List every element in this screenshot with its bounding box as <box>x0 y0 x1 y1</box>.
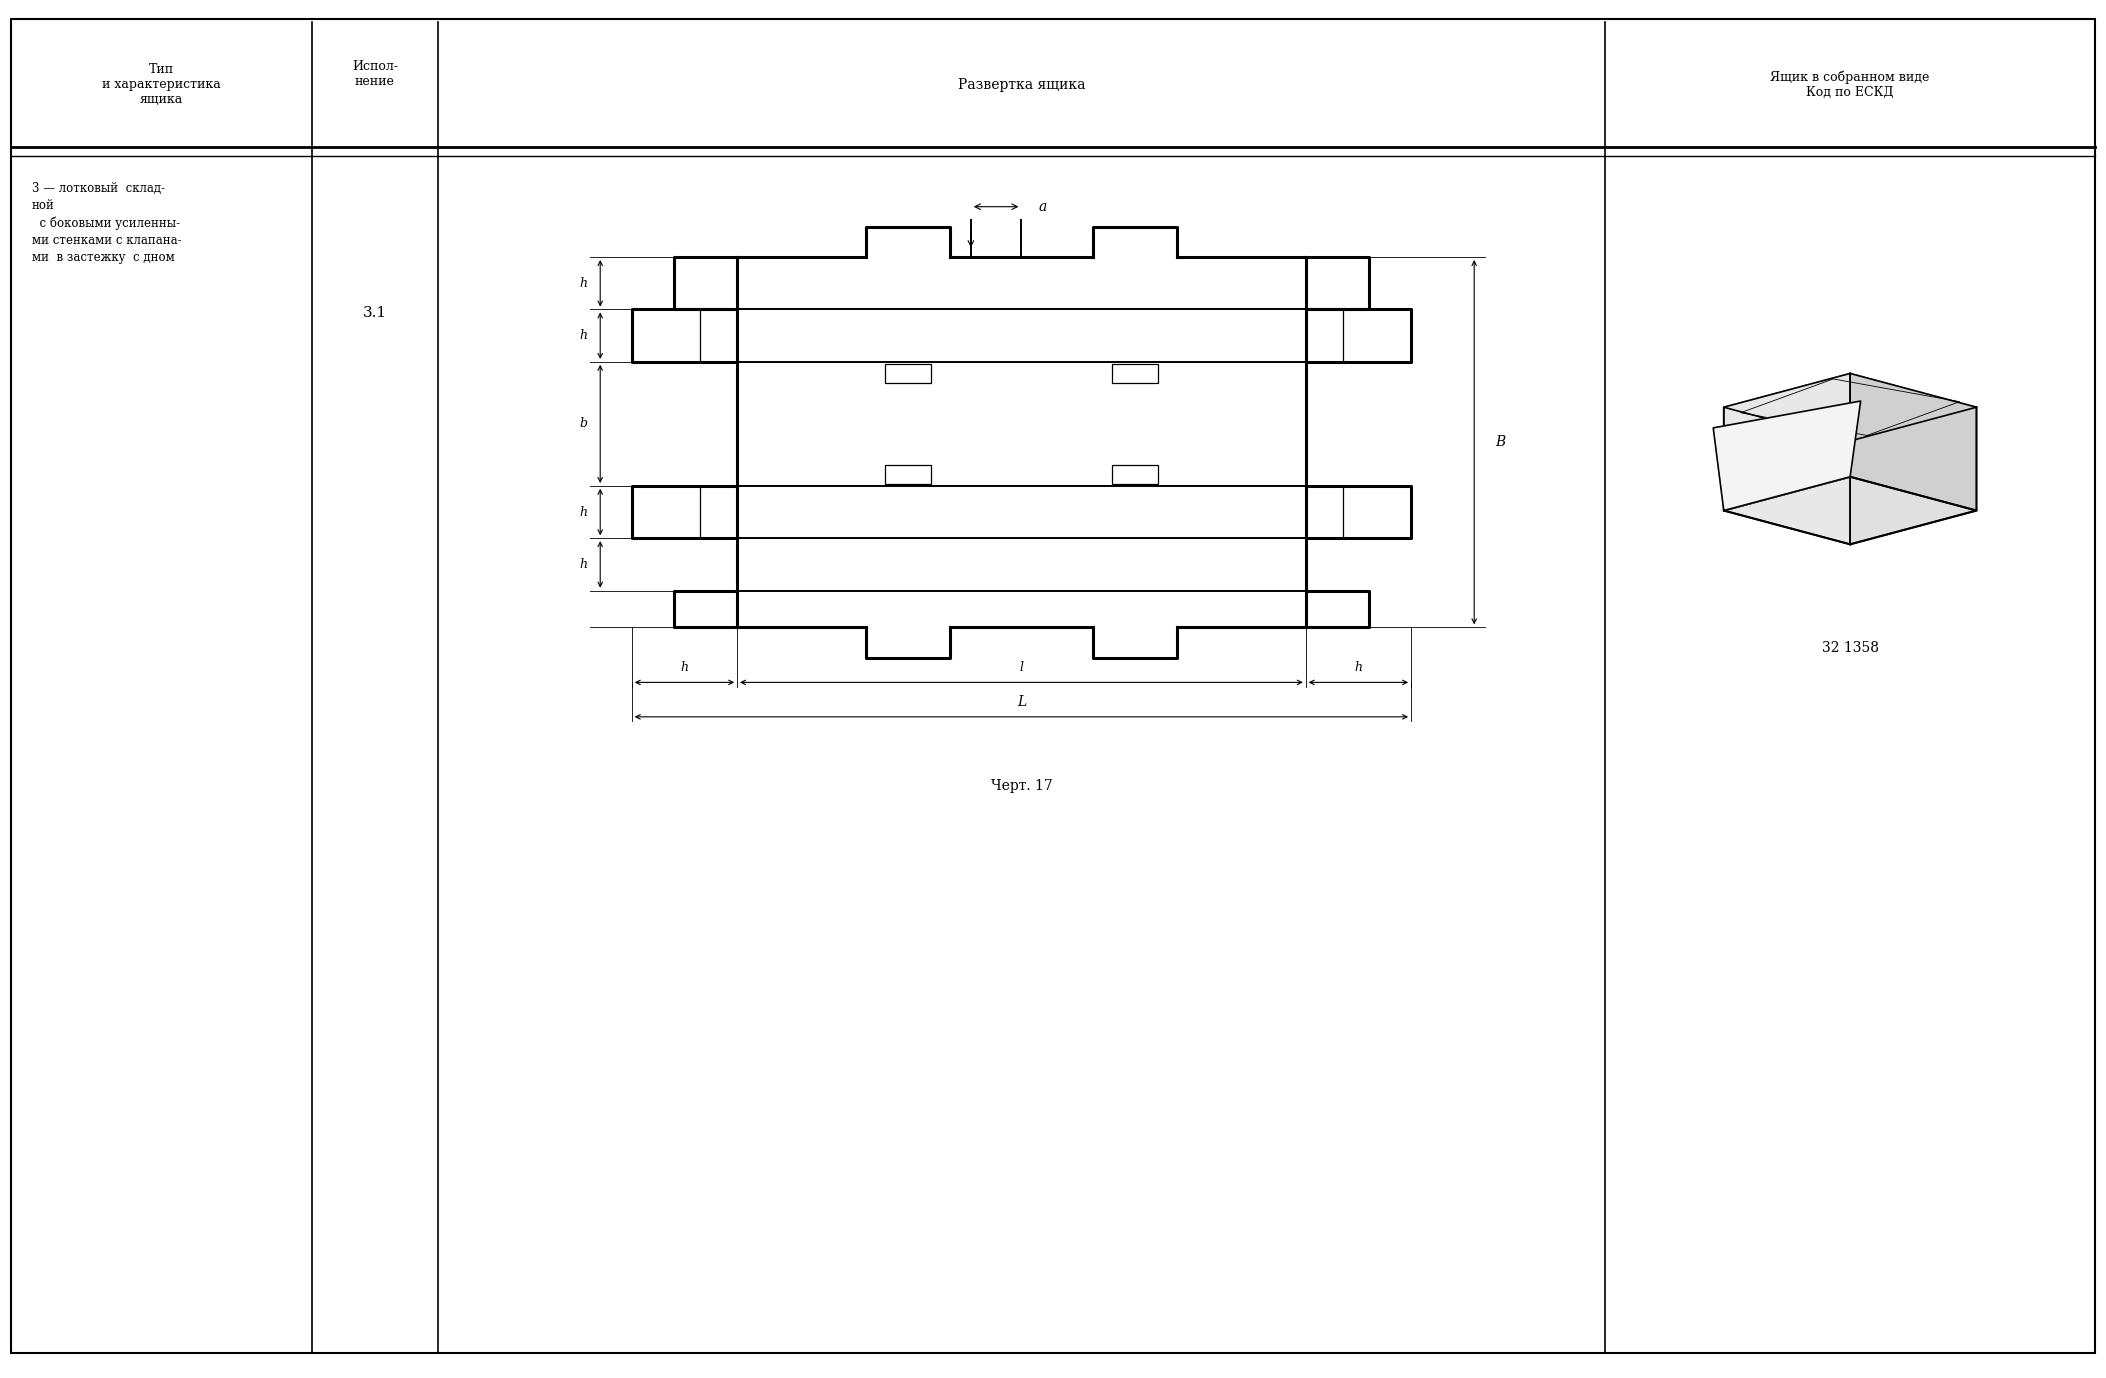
Text: Испол-
нение: Испол- нение <box>352 59 398 88</box>
Text: h: h <box>579 329 588 342</box>
Bar <box>1112 464 1158 484</box>
Text: Ящик в собранном виде
Код по ЕСКД: Ящик в собранном виде Код по ЕСКД <box>1771 70 1929 99</box>
Bar <box>1112 364 1158 383</box>
Text: b: b <box>579 418 588 430</box>
Polygon shape <box>1723 373 1975 441</box>
Polygon shape <box>1849 408 1975 544</box>
Bar <box>885 364 931 383</box>
Polygon shape <box>1712 401 1862 511</box>
Text: Развертка ящика: Развертка ящика <box>958 77 1085 92</box>
Text: h: h <box>579 277 588 289</box>
Text: a: a <box>1038 200 1047 214</box>
Polygon shape <box>1723 373 1849 511</box>
Text: 3 — лотковый  склад-
ной
  с боковыми усиленны-
ми стенками с клапана-
ми  в зас: 3 — лотковый склад- ной с боковыми усиле… <box>32 182 181 263</box>
Bar <box>885 464 931 484</box>
Text: 3.1: 3.1 <box>362 306 388 320</box>
Polygon shape <box>1849 373 1975 511</box>
Polygon shape <box>1723 408 1849 544</box>
Text: h: h <box>579 558 588 570</box>
Text: B: B <box>1495 435 1506 449</box>
Text: h: h <box>1354 661 1363 674</box>
Text: Черт. 17: Черт. 17 <box>990 779 1053 792</box>
Text: h: h <box>680 661 689 674</box>
Text: Тип
и характеристика
ящика: Тип и характеристика ящика <box>101 63 221 106</box>
Text: L: L <box>1017 695 1026 708</box>
Text: 32 1358: 32 1358 <box>1822 641 1879 655</box>
Text: l: l <box>1019 661 1024 674</box>
Text: h: h <box>579 506 588 518</box>
